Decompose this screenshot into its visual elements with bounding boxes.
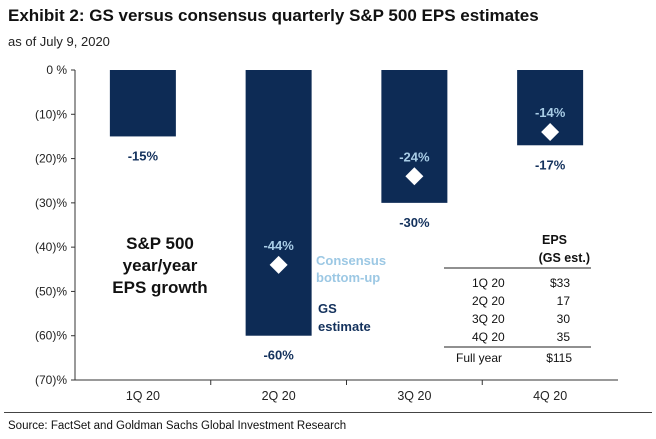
x-tick-label: 2Q 20	[262, 389, 296, 403]
marker-consensus	[269, 255, 288, 274]
eps-table-row-label: 2Q 20	[472, 294, 505, 308]
y-tick-label: (20)%	[35, 152, 67, 166]
data-label-consensus: -24%	[399, 149, 430, 164]
panel-label-line-1: S&P 500	[126, 234, 194, 253]
chart-title: Exhibit 2: GS versus consensus quarterly…	[8, 6, 539, 25]
legend-consensus-line-1: Consensus	[316, 253, 386, 268]
bar-gs-estimate	[245, 70, 312, 336]
x-tick-label: 1Q 20	[126, 389, 160, 403]
legend: Consensus bottom-up GS estimate	[316, 253, 386, 334]
data-label-gs: -60%	[263, 348, 294, 363]
y-tick-label: (40)%	[35, 240, 67, 254]
y-tick-label: (60)%	[35, 329, 67, 343]
panel-label: S&P 500 year/year EPS growth	[112, 234, 207, 297]
chart-subtitle: as of July 9, 2020	[8, 34, 110, 49]
eps-table-row-value: $33	[550, 276, 570, 290]
marker-consensus	[541, 123, 560, 141]
x-tick-label: 4Q 20	[533, 389, 567, 403]
legend-consensus-line-2: bottom-up	[316, 270, 380, 285]
panel-label-line-2: year/year	[123, 256, 198, 275]
source-divider	[4, 412, 652, 413]
eps-table-row-value: 35	[557, 330, 571, 344]
x-tick-label: 3Q 20	[397, 389, 431, 403]
legend-gs-line-2: estimate	[318, 319, 371, 334]
eps-table-header-line-2: (GS est.)	[539, 251, 590, 265]
y-tick-label: (10)%	[35, 107, 67, 121]
source-note: Source: FactSet and Goldman Sachs Global…	[8, 420, 347, 432]
eps-table-row-label: 4Q 20	[472, 330, 505, 344]
data-label-gs: -30%	[399, 215, 430, 230]
panel-label-line-3: EPS growth	[112, 278, 207, 297]
eps-table: EPS (GS est.) 1Q 20 $33 2Q 20 17 3Q 20 3…	[444, 233, 591, 365]
legend-gs-line-1: GS	[318, 301, 337, 316]
marker-layer: -44% -24% -14%	[263, 105, 566, 274]
axis-layer: 0 % (10)% (20)% (30)% (40)% (50)% (60)% (70)% 1Q…	[35, 63, 618, 403]
data-label-consensus: -44%	[263, 238, 294, 253]
bar-gs-estimate	[109, 70, 176, 137]
data-label-consensus: -14%	[535, 105, 566, 120]
marker-consensus	[405, 167, 424, 186]
eps-table-row-value: 30	[557, 312, 571, 326]
eps-table-row-label: 3Q 20	[472, 312, 505, 326]
data-label-gs: -15%	[128, 148, 159, 163]
y-tick-label: 0 %	[46, 63, 67, 77]
y-tick-label: (30)%	[35, 196, 67, 210]
y-tick-label: (50)%	[35, 284, 67, 298]
eps-table-row-label: 1Q 20	[472, 276, 505, 290]
y-tick-label: (70)%	[35, 373, 67, 387]
eps-table-total-value: $115	[546, 351, 572, 365]
bar-chart: 0 % (10)% (20)% (30)% (40)% (50)% (60)% (70)% 1Q…	[35, 63, 618, 403]
eps-table-row-value: 17	[557, 294, 571, 308]
data-label-gs: -17%	[535, 157, 566, 172]
eps-table-total-label: Full year	[456, 351, 502, 365]
eps-table-header-line-1: EPS	[542, 233, 567, 247]
